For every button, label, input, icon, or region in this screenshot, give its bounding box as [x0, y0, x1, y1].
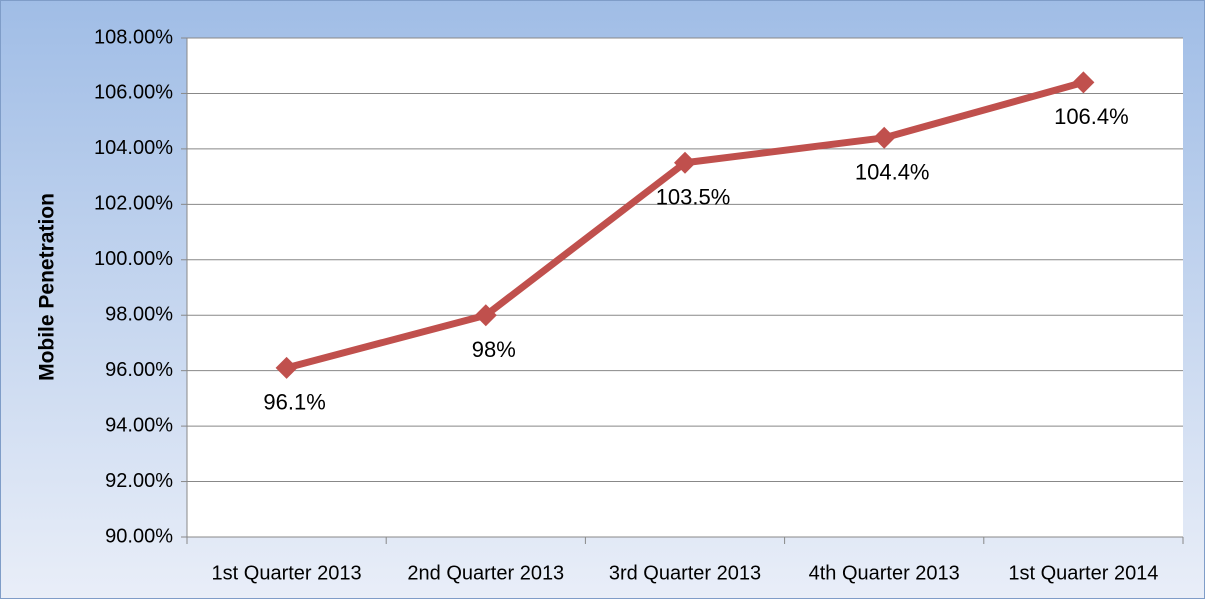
x-tick-label: 3rd Quarter 2013 [609, 562, 761, 584]
y-tick-label: 106.00% [94, 82, 173, 104]
data-label: 96.1% [263, 390, 325, 415]
y-tick-label: 108.00% [94, 26, 173, 48]
y-tick-label: 102.00% [94, 193, 173, 215]
data-label: 104.4% [855, 160, 930, 185]
y-tick-label: 90.00% [105, 525, 173, 547]
marker [474, 304, 497, 327]
y-tick-label: 92.00% [105, 470, 173, 492]
y-axis-title: Mobile Penetration [36, 193, 59, 381]
data-label: 103.5% [656, 185, 731, 210]
y-tick-label: 98.00% [105, 304, 173, 326]
data-label: 98% [472, 337, 516, 362]
y-tick-label: 100.00% [94, 248, 173, 270]
plot-area [187, 38, 1183, 537]
marker [873, 126, 896, 149]
x-tick-label: 1st Quarter 2014 [1008, 562, 1158, 584]
x-tick-label: 1st Quarter 2013 [212, 562, 362, 584]
data-label: 106.4% [1054, 104, 1129, 129]
marker [275, 356, 298, 379]
x-tick-label: 4th Quarter 2013 [809, 562, 960, 584]
marker [1072, 71, 1095, 94]
marker [674, 151, 696, 174]
y-tick-label: 104.00% [94, 137, 173, 159]
x-tick-label: 2nd Quarter 2013 [407, 562, 564, 584]
y-tick-label: 96.00% [105, 359, 173, 381]
y-tick-label: 94.00% [105, 414, 173, 436]
